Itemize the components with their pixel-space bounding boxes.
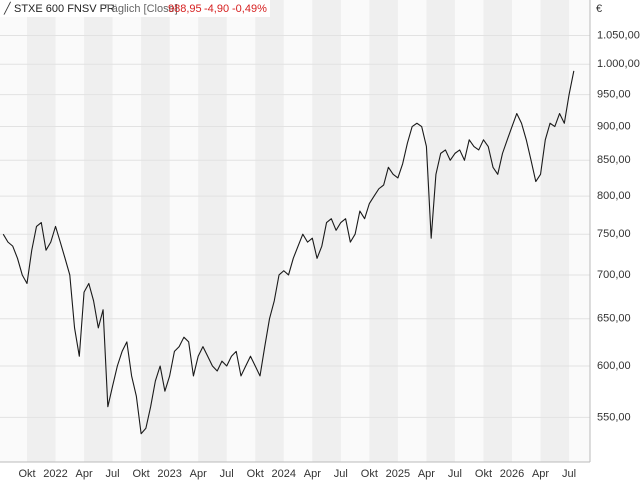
chart-title: STXE 600 FNSV PR [14,3,115,15]
x-tick-label: Apr [418,468,435,480]
x-tick-label: 2025 [386,468,410,480]
period-band [483,0,513,462]
change: -4,90 [204,3,229,15]
y-tick-label: 650,00 [597,313,631,325]
x-tick-label: Jul [220,468,234,480]
x-tick-label: Okt [247,468,264,480]
chart-subtitle: Täglich [Close] [105,3,178,15]
change-percent: -0,49% [232,3,267,15]
y-tick-label: 1.000,00 [597,58,640,70]
x-tick-label: Okt [361,468,378,480]
x-tick-label: Okt [133,468,150,480]
period-band [84,0,113,462]
y-tick-label: 1.050,00 [597,29,640,41]
y-tick-label: 750,00 [597,228,631,240]
y-tick-label: 800,00 [597,190,631,202]
line-icon: ╱ [3,1,12,15]
y-tick-label: 550,00 [597,411,631,423]
period-band [141,0,170,462]
x-tick-label: Okt [475,468,492,480]
y-tick-label: 950,00 [597,88,631,100]
period-band [312,0,341,462]
x-tick-label: 2022 [43,468,67,480]
x-tick-label: 2026 [500,468,524,480]
x-tick-label: Apr [190,468,207,480]
y-tick-label: 600,00 [597,360,631,372]
plot-area [0,0,590,462]
x-tick-label: Okt [18,468,35,480]
x-tick-label: Jul [448,468,462,480]
y-tick-label: 850,00 [597,154,631,166]
unit: € [596,3,602,15]
x-tick-label: Jul [106,468,120,480]
x-tick-label: Apr [75,468,92,480]
x-tick-label: 2024 [272,468,296,480]
period-band [540,0,570,462]
y-tick-label: 700,00 [597,269,631,281]
price-line [2,70,575,435]
x-tick-label: Apr [304,468,321,480]
last-value: 988,95 [168,3,202,15]
x-tick-label: Apr [532,468,549,480]
period-band [27,0,56,462]
period-band [198,0,227,462]
x-tick-label: Jul [562,468,576,480]
period-band [369,0,398,462]
x-tick-label: Jul [334,468,348,480]
x-tick-label: 2023 [157,468,181,480]
period-band [255,0,284,462]
y-tick-label: 900,00 [597,120,631,132]
header-box [0,0,270,17]
